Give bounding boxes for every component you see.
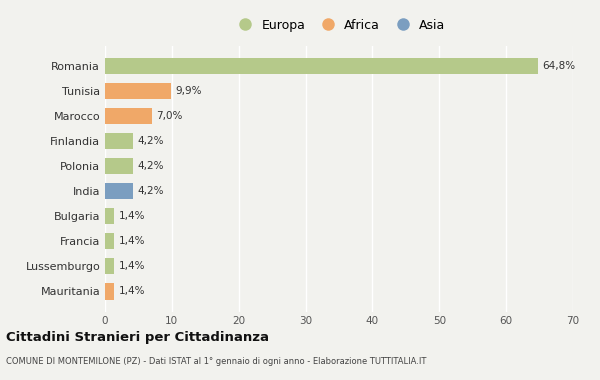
Bar — [105, 83, 171, 99]
Legend: Europa, Africa, Asia: Europa, Africa, Asia — [230, 16, 448, 34]
Bar — [105, 108, 152, 124]
Text: 1,4%: 1,4% — [118, 236, 145, 246]
Text: 1,4%: 1,4% — [118, 211, 145, 221]
Bar — [105, 158, 133, 174]
Bar — [105, 183, 133, 199]
Bar — [105, 258, 115, 274]
Text: 1,4%: 1,4% — [118, 287, 145, 296]
Text: 4,2%: 4,2% — [137, 186, 164, 196]
Text: 64,8%: 64,8% — [542, 61, 575, 71]
Bar — [105, 58, 538, 74]
Text: 4,2%: 4,2% — [137, 161, 164, 171]
Bar — [105, 233, 115, 249]
Text: COMUNE DI MONTEMILONE (PZ) - Dati ISTAT al 1° gennaio di ogni anno - Elaborazion: COMUNE DI MONTEMILONE (PZ) - Dati ISTAT … — [6, 357, 427, 366]
Bar — [105, 283, 115, 299]
Text: Cittadini Stranieri per Cittadinanza: Cittadini Stranieri per Cittadinanza — [6, 331, 269, 344]
Text: 7,0%: 7,0% — [156, 111, 182, 121]
Text: 4,2%: 4,2% — [137, 136, 164, 146]
Text: 1,4%: 1,4% — [118, 261, 145, 271]
Bar — [105, 133, 133, 149]
Text: 9,9%: 9,9% — [175, 86, 202, 96]
Bar — [105, 208, 115, 224]
